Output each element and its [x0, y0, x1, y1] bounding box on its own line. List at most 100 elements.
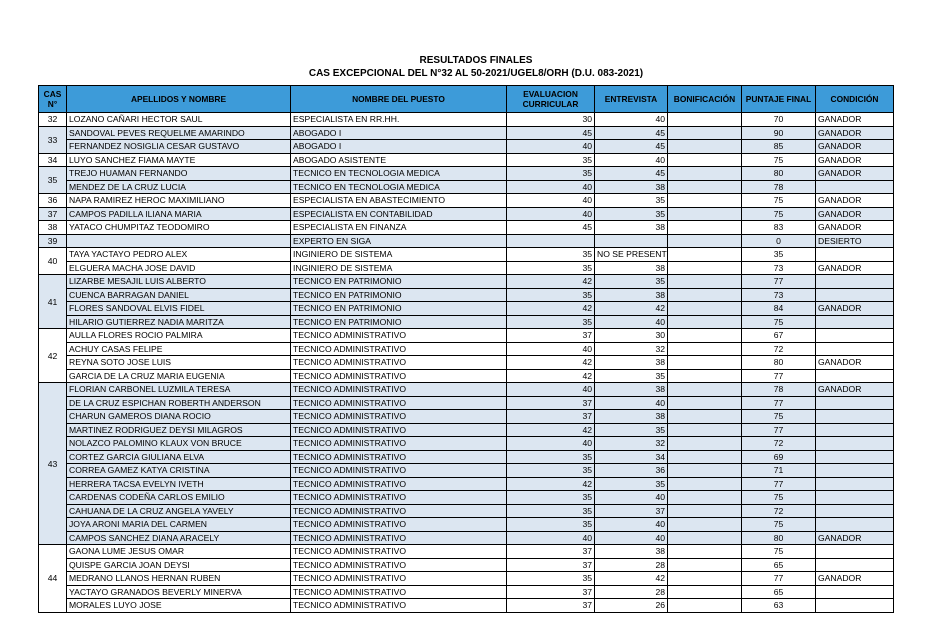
final-score: 77 [741, 571, 816, 586]
condition: GANADOR [815, 260, 894, 275]
curricular-score: 35 [506, 517, 595, 532]
curricular-score: 37 [506, 584, 595, 599]
final-score: 73 [741, 287, 816, 302]
curricular-score: 37 [506, 598, 595, 613]
interview-score: 38 [594, 220, 668, 235]
bonus [667, 206, 742, 221]
name: YACTAYO GRANADOS BEVERLY MINERVA [66, 584, 291, 599]
bonus [667, 179, 742, 194]
position: TECNICO ADMINISTRATIVO [290, 598, 507, 613]
condition [815, 544, 894, 559]
condition: GANADOR [815, 220, 894, 235]
final-score: 72 [741, 503, 816, 518]
table-row: 38 YATACO CHUMPITAZ TEODOMIRO ESPECIALISTA… [38, 220, 894, 235]
name: ACHUY CASAS FELIPE [66, 341, 291, 356]
position: INGINIERO DE SISTEMA [290, 260, 507, 275]
position: ESPECIALISTA EN CONTABILIDAD [290, 206, 507, 221]
condition: GANADOR [815, 139, 894, 154]
name: MENDEZ DE LA CRUZ LUCIA [66, 179, 291, 194]
interview-score: 28 [594, 584, 668, 599]
table-row: JOYA ARONI MARIA DEL CARMEN TECNICO ADMIN… [39, 517, 894, 532]
bonus [667, 584, 742, 599]
name: LOZANO CAÑARI HECTOR SAUL [66, 112, 291, 127]
bonus [667, 557, 742, 572]
interview-score: 35 [594, 422, 668, 437]
name: CAMPOS SANCHEZ DIANA ARACELY [66, 530, 291, 545]
bonus [667, 368, 742, 383]
bonus [667, 409, 742, 424]
interview-score: 35 [594, 368, 668, 383]
final-score: 75 [741, 490, 816, 505]
interview-score: 40 [594, 314, 668, 329]
final-score: 0 [741, 233, 816, 248]
bonus [667, 490, 742, 505]
final-score: 75 [741, 206, 816, 221]
table-row: GARCIA DE LA CRUZ MARIA EUGENIA TECNICO A… [39, 368, 894, 383]
position: TECNICO ADMINISTRATIVO [290, 503, 507, 518]
name: DE LA CRUZ ESPICHAN ROBERTH ANDERSON [66, 395, 291, 410]
cas-number: 39 [38, 233, 67, 248]
condition: GANADOR [815, 355, 894, 370]
table-row: MENDEZ DE LA CRUZ LUCIA TECNICO EN TECNOL… [39, 179, 894, 194]
name: MARTINEZ RODRIGUEZ DEYSI MILAGROS [66, 422, 291, 437]
bonus [667, 476, 742, 491]
final-score: 65 [741, 557, 816, 572]
interview-score: 30 [594, 328, 668, 343]
final-score: 72 [741, 436, 816, 451]
interview-score: NO SE PRESENTO [594, 247, 668, 262]
bonus [667, 260, 742, 275]
position: TECNICO ADMINISTRATIVO [290, 368, 507, 383]
name: ELGUERA MACHA JOSE DAVID [66, 260, 291, 275]
curricular-score: 40 [506, 436, 595, 451]
position: TECNICO EN PATRIMONIO [290, 301, 507, 316]
curricular-score: 37 [506, 328, 595, 343]
final-score: 72 [741, 341, 816, 356]
interview-score: 35 [594, 274, 668, 289]
final-score: 77 [741, 422, 816, 437]
header-row: CAS N° APELLIDOS Y NOMBRE NOMBRE DEL PUEST… [38, 85, 894, 113]
title: RESULTADOS FINALES [419, 55, 533, 66]
table-row: CORREA GAMEZ KATYA CRISTINA TECNICO ADMIN… [39, 463, 894, 478]
table-row: 34 LUYO SANCHEZ FIAMA MAYTE ABOGADO ASISTE… [38, 152, 894, 167]
table-row: CORTEZ GARCIA GIULIANA ELVA TECNICO ADMIN… [39, 449, 894, 464]
table-row: 32 LOZANO CAÑARI HECTOR SAUL ESPECIALISTA … [38, 112, 894, 127]
subtitle: CAS EXCEPCIONAL DEL N°32 AL 50-2021/UGEL… [308, 68, 644, 79]
curricular-score: 42 [506, 476, 595, 491]
condition: GANADOR [815, 152, 894, 167]
bonus [667, 314, 742, 329]
condition [815, 517, 894, 532]
interview-score: 40 [594, 517, 668, 532]
curricular-score: 37 [506, 544, 595, 559]
final-score: 78 [741, 179, 816, 194]
name [66, 233, 291, 248]
final-score: 71 [741, 463, 816, 478]
position: TECNICO ADMINISTRATIVO [290, 544, 507, 559]
curricular-score: 40 [506, 530, 595, 545]
final-score: 70 [741, 112, 816, 127]
curricular-score: 42 [506, 355, 595, 370]
curricular-score: 42 [506, 422, 595, 437]
final-score: 63 [741, 598, 816, 613]
condition: GANADOR [815, 112, 894, 127]
interview-score: 45 [594, 166, 668, 181]
condition [815, 598, 894, 613]
bonus [667, 247, 742, 262]
curricular-score: 42 [506, 301, 595, 316]
bonus [667, 382, 742, 397]
cas-number: 43 [38, 382, 67, 545]
bonus [667, 395, 742, 410]
name: GARCIA DE LA CRUZ MARIA EUGENIA [66, 368, 291, 383]
interview-score: 45 [594, 139, 668, 154]
name: GAONA LUME JESUS OMAR [66, 544, 291, 559]
table-row: HERRERA TACSA EVELYN IVETH TECNICO ADMINI… [39, 476, 894, 491]
condition [815, 436, 894, 451]
name: LUYO SANCHEZ FIAMA MAYTE [66, 152, 291, 167]
bonus [667, 463, 742, 478]
table-row: CHARUN GAMEROS DIANA ROCIO TECNICO ADMINI… [39, 409, 894, 424]
name: QUISPE GARCIA JOAN DEYSI [66, 557, 291, 572]
name: HERRERA TACSA EVELYN IVETH [66, 476, 291, 491]
interview-score: 40 [594, 112, 668, 127]
condition [815, 179, 894, 194]
curricular-score: 45 [506, 125, 595, 140]
condition: GANADOR [815, 166, 894, 181]
